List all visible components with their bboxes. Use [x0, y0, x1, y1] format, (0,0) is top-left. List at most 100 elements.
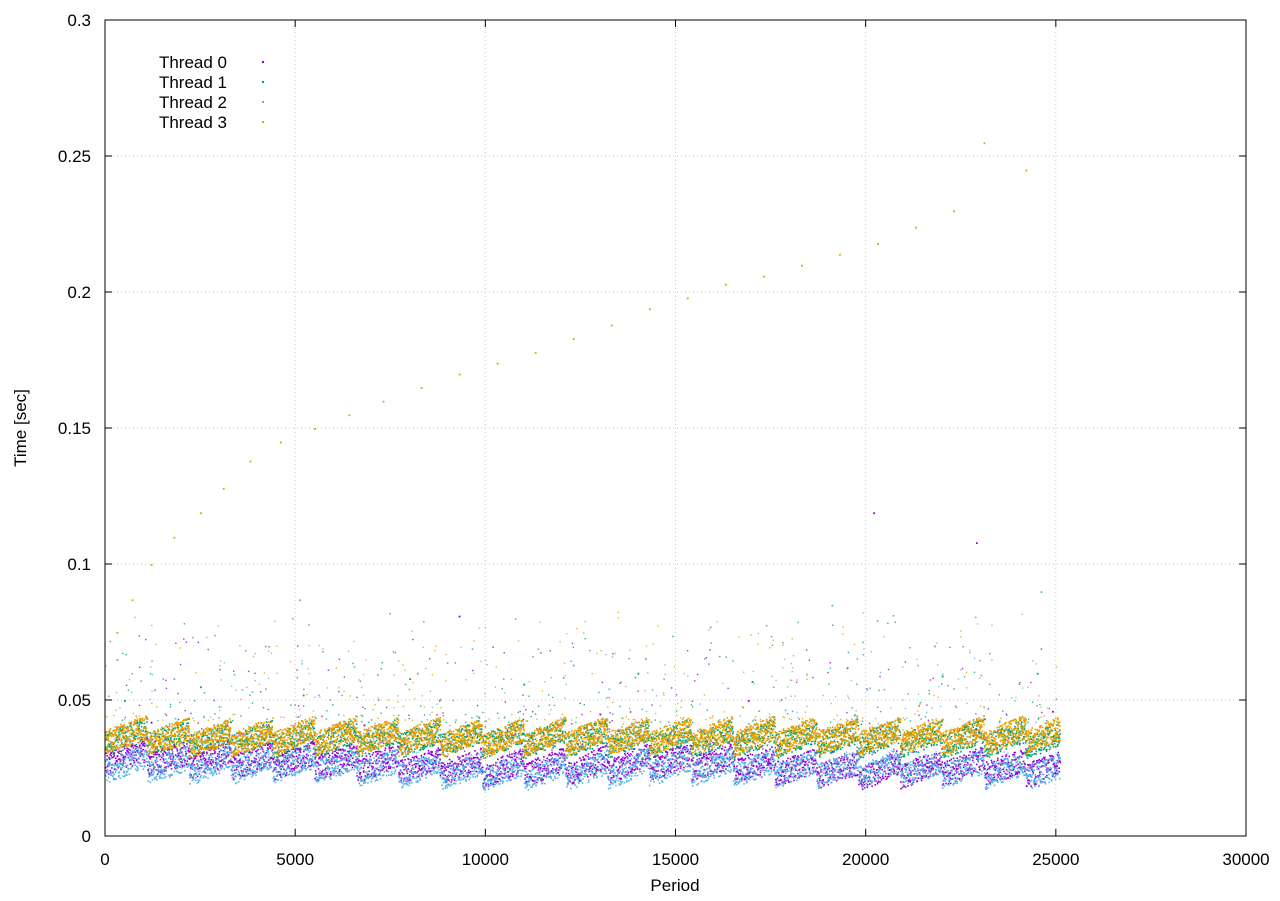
data-point [233, 762, 235, 764]
data-point [299, 763, 301, 765]
data-point [907, 693, 908, 694]
data-point [447, 763, 449, 765]
data-point [532, 656, 533, 657]
data-point [135, 746, 137, 748]
data-point [600, 731, 602, 733]
data-point [535, 738, 537, 740]
data-point [1025, 740, 1027, 742]
data-point [391, 747, 393, 749]
data-point [265, 688, 266, 689]
data-point [360, 772, 362, 774]
data-point [925, 716, 926, 717]
data-point [665, 733, 667, 735]
data-point [564, 742, 566, 744]
data-point [341, 764, 343, 766]
data-point [482, 712, 483, 713]
data-point [618, 739, 620, 741]
data-point [202, 753, 204, 755]
data-point [767, 722, 769, 724]
data-point [389, 730, 391, 732]
outlier-point [847, 667, 849, 669]
data-point [387, 763, 389, 765]
data-point [648, 725, 650, 727]
data-point [337, 753, 339, 755]
data-point [171, 768, 173, 770]
data-point [910, 720, 911, 721]
data-point [1055, 746, 1057, 748]
data-point [842, 747, 844, 749]
data-point [326, 774, 328, 776]
data-point [389, 613, 390, 614]
data-point [929, 693, 930, 694]
data-point [423, 757, 425, 759]
data-point [536, 753, 538, 755]
data-point [437, 737, 439, 739]
data-point [143, 762, 145, 764]
data-point [811, 741, 813, 743]
outlier-point [523, 684, 525, 686]
data-point [1030, 756, 1032, 758]
data-point [987, 755, 989, 757]
data-point [351, 744, 353, 746]
data-point [361, 776, 363, 778]
data-point [699, 745, 701, 747]
data-point [974, 743, 976, 745]
data-point [898, 743, 900, 745]
data-point [975, 713, 976, 714]
data-point [212, 761, 214, 763]
data-point [236, 769, 238, 771]
data-point [922, 738, 924, 740]
data-point [597, 745, 599, 747]
data-point [1058, 742, 1060, 744]
data-point [319, 756, 321, 758]
data-point [164, 767, 166, 769]
data-point [535, 713, 536, 714]
data-point [407, 753, 409, 755]
data-point [625, 751, 627, 753]
data-point [111, 753, 113, 755]
data-point [941, 724, 943, 726]
data-point [274, 756, 276, 758]
data-point [519, 737, 521, 739]
data-point [313, 753, 315, 755]
data-point [528, 695, 529, 696]
data-point [349, 747, 351, 749]
data-point [123, 756, 125, 758]
data-point [947, 756, 949, 758]
data-point [297, 677, 298, 678]
data-point [231, 761, 233, 763]
data-point [283, 769, 285, 771]
data-point [407, 745, 409, 747]
data-point [424, 747, 426, 749]
data-point [130, 763, 132, 765]
data-point [423, 621, 424, 622]
data-point [502, 688, 503, 689]
data-point [758, 731, 760, 733]
data-point [1017, 742, 1019, 744]
data-point [420, 749, 422, 751]
data-point [844, 742, 846, 744]
data-point [429, 738, 431, 740]
data-point [148, 773, 150, 775]
data-point [172, 753, 174, 755]
data-point [1044, 748, 1046, 750]
data-point [759, 747, 761, 749]
data-point [538, 706, 539, 707]
data-point [305, 757, 307, 759]
data-point [225, 746, 227, 748]
data-point [975, 617, 976, 618]
data-point [404, 759, 406, 761]
data-point [612, 713, 613, 714]
data-point [211, 763, 213, 765]
data-point [210, 759, 212, 761]
data-point [1019, 684, 1020, 685]
data-point [972, 745, 974, 747]
data-point [1046, 750, 1048, 752]
data-point [279, 774, 281, 776]
data-point [318, 768, 320, 770]
data-point [607, 746, 609, 748]
data-point [863, 757, 865, 759]
data-point [920, 718, 921, 719]
data-point [439, 750, 441, 752]
data-point [778, 757, 780, 759]
